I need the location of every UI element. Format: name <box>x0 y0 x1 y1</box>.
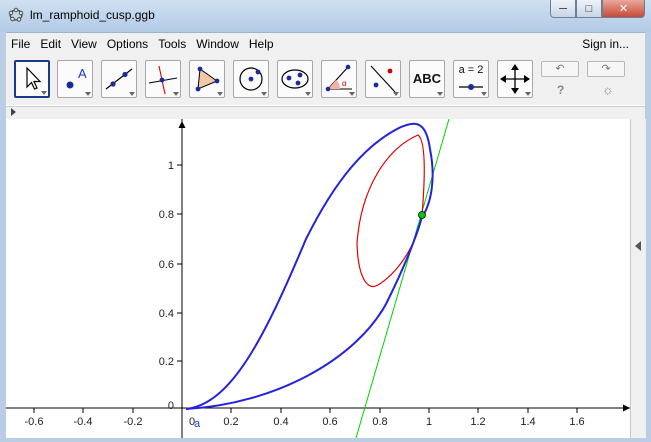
y-tick-label: 0.4 <box>159 308 174 320</box>
x-tick-label: -0.2 <box>124 416 143 428</box>
y-zero-label: 0 <box>168 400 174 412</box>
osculating-ellipse[interactable] <box>356 134 425 287</box>
menu-tools[interactable]: Tools <box>158 37 187 51</box>
x-tick-label: 0.4 <box>273 416 288 428</box>
maximize-button[interactable]: □ <box>576 0 602 18</box>
y-tick-label: 0.6 <box>159 259 174 271</box>
close-button[interactable]: ✕ <box>602 0 645 18</box>
redo-icon: ↷ <box>601 63 611 75</box>
menu-bar: File Edit View Options Tools Window Help… <box>6 33 645 55</box>
x-tick-label: 1.2 <box>470 416 485 428</box>
menu-view[interactable]: View <box>71 37 97 51</box>
toolbar: A <box>6 55 645 105</box>
graphics-canvas[interactable]: -0.6 -0.4 -0.2 0.2 0.4 0.6 0.8 1 1.2 1.4… <box>6 119 630 438</box>
y-axis-ticks <box>177 164 182 362</box>
right-panel-strip <box>630 119 646 438</box>
angle-tool[interactable]: α <box>321 60 357 98</box>
slider-a-label[interactable]: a <box>194 418 201 430</box>
y-axis-arrow-icon <box>178 121 186 128</box>
text-tool-label: ABC <box>412 71 442 86</box>
menu-file[interactable]: File <box>11 37 31 51</box>
minimize-button[interactable]: ─ <box>550 0 576 18</box>
ellipse-icon <box>281 69 309 89</box>
menu-window[interactable]: Window <box>196 37 239 51</box>
svg-text:A: A <box>78 66 87 81</box>
text-tool[interactable]: ABC <box>409 60 445 98</box>
undo-button[interactable]: ↶ <box>541 61 579 77</box>
window-title: lm_ramphoid_cusp.ggb <box>30 8 155 22</box>
reflect-tool[interactable] <box>365 60 401 98</box>
move-tool[interactable] <box>14 60 50 98</box>
x-tick-label: -0.6 <box>25 416 44 428</box>
menu-edit[interactable]: Edit <box>40 37 62 51</box>
help-icon[interactable]: ? <box>557 83 565 97</box>
line-icon <box>105 68 133 90</box>
polygon-icon <box>195 66 220 92</box>
svg-text:α: α <box>342 79 347 88</box>
x-tick-label: 0.2 <box>223 416 238 428</box>
sign-in-link[interactable]: Sign in... <box>582 37 629 51</box>
move-graphics-view-tool[interactable] <box>497 60 533 98</box>
line-tool[interactable] <box>101 60 137 98</box>
circle-icon <box>239 67 263 91</box>
tangent-line[interactable] <box>355 119 450 438</box>
x-tick-label: 0.8 <box>372 416 387 428</box>
redo-button[interactable]: ↷ <box>587 61 625 77</box>
point-icon: A <box>66 66 87 89</box>
perpendicular-line-icon <box>148 65 178 95</box>
ramphoid-curve-upper-branch[interactable] <box>185 122 434 410</box>
point-tool[interactable]: A <box>57 60 93 98</box>
style-bar <box>6 106 645 119</box>
conic-tool[interactable] <box>277 60 313 98</box>
x-tick-label: 1.6 <box>569 416 584 428</box>
x-axis-ticks <box>33 408 578 413</box>
open-panel-arrow-icon[interactable] <box>635 241 641 251</box>
polygon-tool[interactable] <box>189 60 225 98</box>
move-arrows-icon <box>500 64 530 94</box>
menu-help[interactable]: Help <box>248 37 274 51</box>
x-tick-label: -0.4 <box>74 416 93 428</box>
x-tick-label: 1 <box>426 416 432 428</box>
undo-icon: ↶ <box>555 63 565 75</box>
geogebra-logo-icon <box>8 7 24 22</box>
y-tick-label: 0.2 <box>159 356 174 368</box>
slider-icon <box>459 84 483 90</box>
y-tick-label: 1 <box>168 160 174 172</box>
window-frame-right <box>645 32 651 442</box>
menu-options[interactable]: Options <box>106 37 149 51</box>
x-tick-label: 1.4 <box>520 416 535 428</box>
toggle-style-bar-icon[interactable] <box>11 108 16 116</box>
x-tick-label: 0.6 <box>322 416 337 428</box>
x-axis-arrow-icon <box>623 404 630 412</box>
reflect-about-line-icon <box>370 65 396 93</box>
cursor-arrow-icon <box>26 66 42 90</box>
window-controls: ─ □ ✕ <box>550 0 645 20</box>
y-tick-label: 0.8 <box>159 209 174 221</box>
cusp-point[interactable] <box>418 211 426 219</box>
origin-label: 0 <box>189 416 195 428</box>
undo-redo-area: ↶ ↷ ? ☼ <box>541 61 631 101</box>
window-frame-bottom <box>0 438 651 442</box>
circle-tool[interactable] <box>233 60 269 98</box>
slider-tool[interactable]: a = 2 <box>453 60 489 98</box>
graphics-view[interactable]: -0.6 -0.4 -0.2 0.2 0.4 0.6 0.8 1 1.2 1.4… <box>6 119 630 438</box>
ramphoid-curve-lower-branch[interactable] <box>185 216 423 410</box>
angle-icon: α <box>325 64 352 92</box>
window-frame-left <box>0 32 6 442</box>
perpendicular-line-tool[interactable] <box>145 60 181 98</box>
title-bar: lm_ramphoid_cusp.ggb ─ □ ✕ <box>0 0 651 33</box>
settings-gear-icon[interactable]: ☼ <box>602 82 614 97</box>
slider-tool-label: a = 2 <box>458 64 484 76</box>
